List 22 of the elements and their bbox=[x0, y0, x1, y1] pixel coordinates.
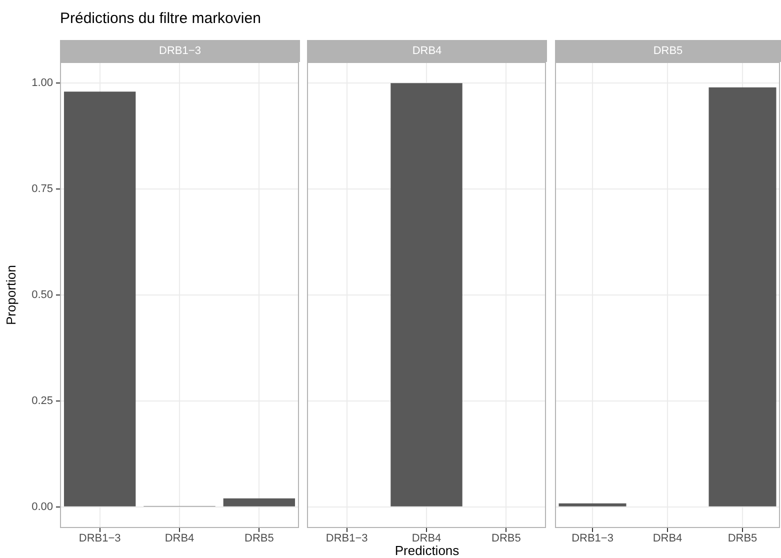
x-tick-label: DRB4 bbox=[652, 532, 682, 545]
chart-subtitle: DRB4 bbox=[307, 40, 547, 62]
y-axis-title: Proportion bbox=[3, 265, 18, 325]
bar bbox=[64, 92, 136, 506]
x-tick-label: DRB1−3 bbox=[326, 532, 368, 545]
y-tick-label: 0.75 bbox=[32, 183, 53, 196]
bar bbox=[223, 498, 296, 506]
y-tick-label: 0.25 bbox=[32, 394, 53, 407]
x-tick-label: DRB5 bbox=[244, 532, 274, 545]
x-tick-label: DRB1−3 bbox=[572, 532, 614, 545]
chart-subtitle: DRB5 bbox=[555, 40, 781, 62]
chart-subtitle: DRB1−3 bbox=[60, 40, 300, 62]
x-tick-label: DRB5 bbox=[728, 532, 758, 545]
chart-title: Prédictions du filtre markovien bbox=[60, 10, 261, 27]
y-tick-label: 0.50 bbox=[32, 289, 53, 302]
x-tick-label: DRB1−3 bbox=[78, 532, 121, 545]
y-tick-label: 0.00 bbox=[32, 500, 53, 513]
y-tick-label: 1.00 bbox=[32, 77, 53, 90]
x-tick-label: DRB4 bbox=[164, 532, 194, 545]
x-tick-label: DRB4 bbox=[412, 532, 442, 545]
x-axis-title: Predictions bbox=[394, 543, 460, 558]
x-tick-label: DRB5 bbox=[491, 532, 521, 545]
